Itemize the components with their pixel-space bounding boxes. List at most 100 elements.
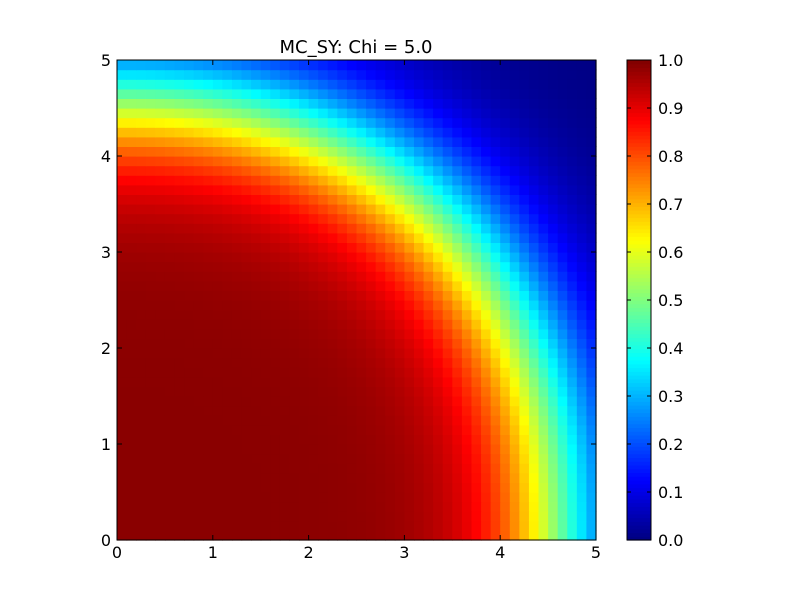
- heatmap-cell: [260, 117, 271, 128]
- heatmap-cell: [548, 405, 559, 416]
- heatmap-cell: [299, 165, 310, 176]
- heatmap-cell: [586, 60, 597, 71]
- heatmap-cell: [346, 434, 358, 445]
- heatmap-cell: [567, 290, 578, 301]
- heatmap-cell: [289, 69, 300, 80]
- heatmap-cell: [528, 165, 540, 176]
- heatmap-cell: [184, 60, 195, 71]
- heatmap-cell: [500, 60, 511, 71]
- heatmap-cell: [375, 367, 386, 378]
- heatmap-cell: [308, 127, 319, 138]
- heatmap-cell: [538, 357, 549, 368]
- heatmap-cell: [212, 204, 223, 215]
- heatmap-cell: [337, 386, 348, 397]
- heatmap-cell: [155, 184, 166, 195]
- heatmap-cell: [509, 165, 520, 176]
- heatmap-cell: [231, 396, 243, 407]
- heatmap-cell: [519, 328, 530, 339]
- heatmap-cell: [519, 376, 530, 387]
- heatmap-cell: [222, 424, 233, 435]
- colorbar-swatch: [627, 300, 651, 305]
- heatmap-cell: [203, 415, 214, 426]
- heatmap-cell: [318, 463, 329, 474]
- heatmap-cell: [394, 252, 405, 263]
- heatmap-cell: [126, 117, 137, 128]
- heatmap-cell: [519, 511, 530, 522]
- heatmap-cell: [260, 376, 271, 387]
- heatmap-cell: [452, 280, 463, 291]
- heatmap-cell: [289, 232, 300, 243]
- heatmap-cell: [528, 204, 540, 215]
- heatmap-cell: [164, 69, 176, 80]
- heatmap-cell: [452, 223, 463, 234]
- heatmap-cell: [452, 357, 463, 368]
- heatmap-cell: [586, 300, 597, 311]
- heatmap-cell: [251, 280, 262, 291]
- heatmap-cell: [500, 338, 511, 349]
- heatmap-cell: [346, 165, 358, 176]
- heatmap-cell: [299, 223, 310, 234]
- heatmap-cell: [528, 146, 540, 157]
- heatmap-cell: [433, 232, 444, 243]
- heatmap-cell: [538, 184, 549, 195]
- heatmap-cell: [500, 184, 511, 195]
- heatmap-cell: [394, 127, 405, 138]
- heatmap-cell: [260, 348, 271, 359]
- heatmap-cell: [136, 79, 147, 90]
- colorbar-swatch: [627, 465, 651, 470]
- heatmap-cell: [251, 367, 262, 378]
- heatmap-cell: [500, 79, 511, 90]
- heatmap-cell: [193, 60, 204, 71]
- heatmap-cell: [126, 396, 137, 407]
- heatmap-cell: [346, 290, 358, 301]
- heatmap-cell: [184, 98, 195, 109]
- heatmap-cell: [576, 280, 588, 291]
- heatmap-cell: [289, 271, 300, 282]
- heatmap-cell: [385, 482, 396, 493]
- heatmap-cell: [299, 252, 310, 263]
- heatmap-cell: [222, 463, 233, 474]
- heatmap-cell: [164, 472, 176, 483]
- heatmap-cell: [423, 184, 434, 195]
- heatmap-cell: [174, 530, 185, 541]
- heatmap-cell: [433, 492, 444, 503]
- heatmap-cell: [538, 367, 549, 378]
- heatmap-cell: [299, 405, 310, 416]
- heatmap-cell: [576, 319, 588, 330]
- heatmap-cell: [184, 79, 195, 90]
- heatmap-cell: [423, 271, 434, 282]
- heatmap-cell: [299, 501, 310, 512]
- heatmap-cell: [299, 156, 310, 167]
- heatmap-cell: [270, 242, 281, 253]
- heatmap-cell: [509, 136, 520, 147]
- heatmap-cell: [375, 108, 386, 119]
- heatmap-cell: [222, 357, 233, 368]
- heatmap-cell: [528, 127, 540, 138]
- heatmap-cell: [184, 165, 195, 176]
- heatmap-cell: [212, 184, 223, 195]
- heatmap-cell: [337, 300, 348, 311]
- heatmap-cell: [385, 319, 396, 330]
- heatmap-cell: [212, 357, 223, 368]
- heatmap-cell: [155, 117, 166, 128]
- heatmap-cell: [385, 98, 396, 109]
- heatmap-cell: [346, 156, 358, 167]
- heatmap-cell: [366, 232, 377, 243]
- heatmap-cell: [528, 405, 540, 416]
- heatmap-cell: [538, 396, 549, 407]
- heatmap-cell: [509, 472, 520, 483]
- heatmap-cell: [203, 98, 214, 109]
- heatmap-cell: [308, 511, 319, 522]
- heatmap-cell: [461, 194, 473, 205]
- heatmap-cell: [279, 98, 291, 109]
- heatmap-cell: [260, 472, 271, 483]
- heatmap-cell: [471, 424, 482, 435]
- colorbar-swatch: [627, 528, 651, 534]
- heatmap-cell: [289, 60, 300, 71]
- heatmap-cell: [327, 213, 338, 224]
- heatmap-cell: [586, 357, 597, 368]
- colorbar-swatch: [627, 187, 651, 192]
- heatmap-cell: [318, 338, 329, 349]
- heatmap-cell: [385, 309, 396, 320]
- heatmap-cell: [270, 424, 281, 435]
